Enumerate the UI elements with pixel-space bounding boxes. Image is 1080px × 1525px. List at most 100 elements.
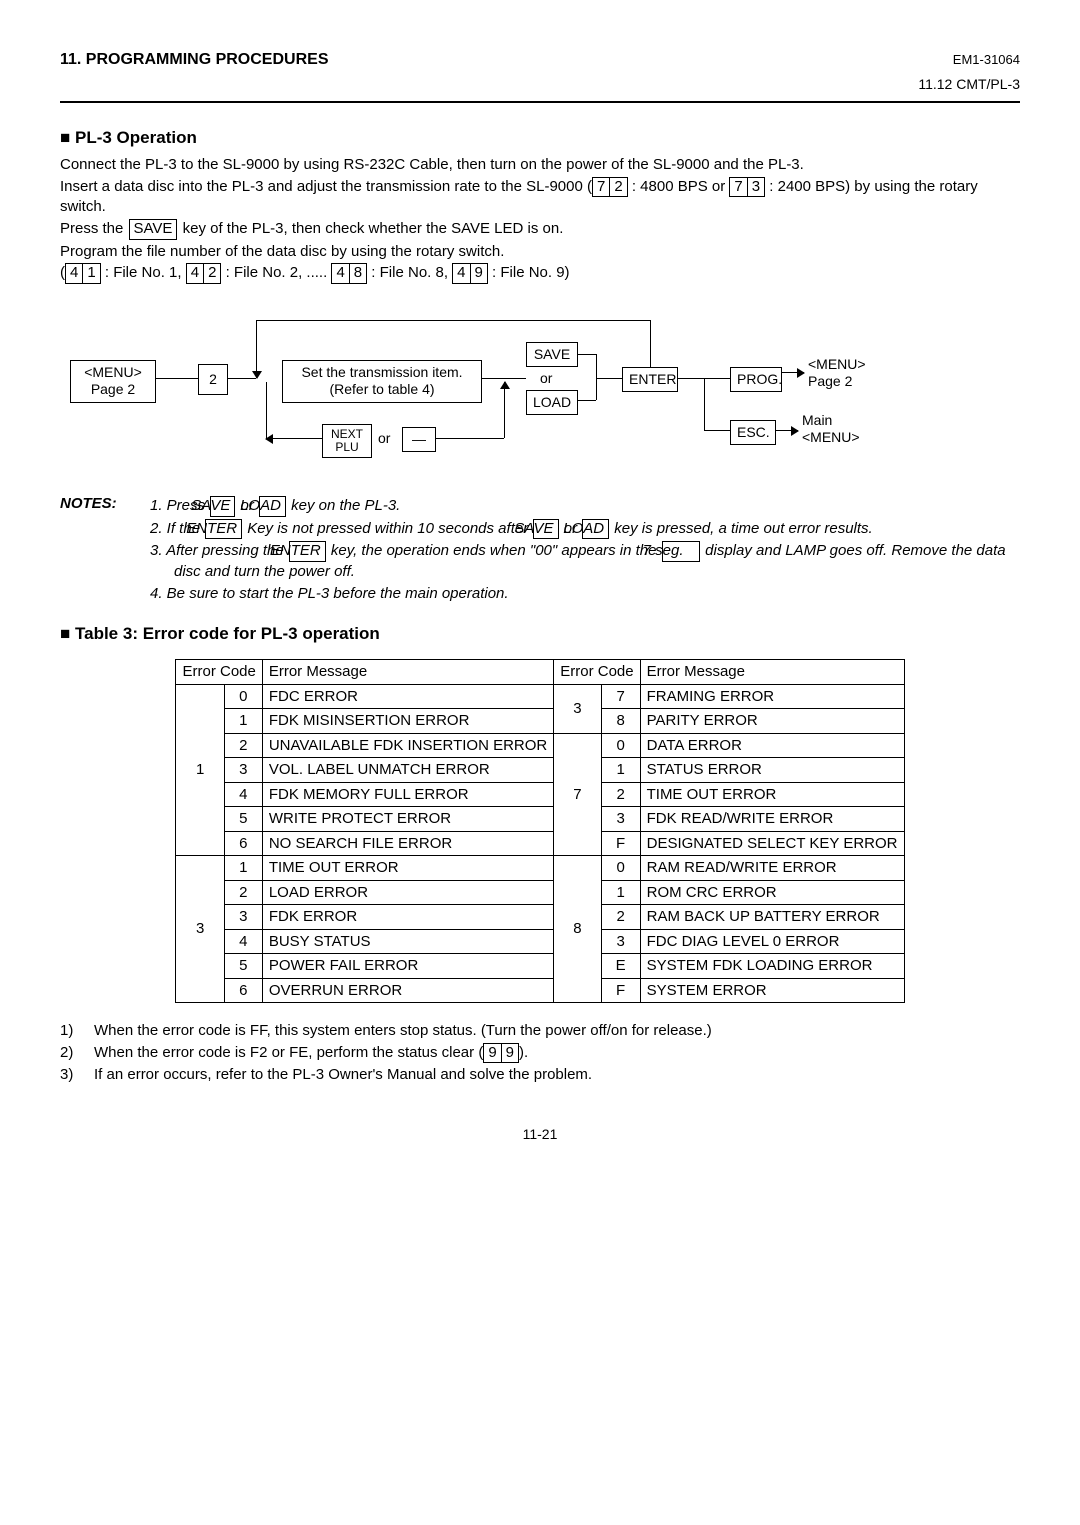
key-save-note2: SAVE [533,519,558,540]
cell-sub: 2 [601,782,640,807]
table-row: 4BUSY STATUS3FDC DIAG LEVEL 0 ERROR [176,929,904,954]
foot-3: 3) If an error occurs, refer to the PL-3… [60,1065,1020,1085]
cell-msg: RAM READ/WRITE ERROR [640,856,904,881]
cell-sub: 3 [601,929,640,954]
cell-group: 8 [554,856,601,1003]
cell-sub: 3 [224,905,262,930]
cell-msg: FRAMING ERROR [640,684,904,709]
key-4-8: 48 [331,263,367,284]
cell-sub: E [601,954,640,979]
cell-sub: 2 [224,733,262,758]
para-2: Insert a data disc into the PL-3 and adj… [60,177,1020,217]
cell-sub: 8 [601,709,640,734]
table-header: Error Code Error Message Error Code Erro… [176,660,904,685]
cell-sub: 3 [601,807,640,832]
key-7-3: 73 [729,177,765,198]
cell-sub: F [601,831,640,856]
cell-msg: FDK ERROR [262,905,553,930]
cell-msg: SYSTEM FDK LOADING ERROR [640,954,904,979]
cell-sub: 1 [224,856,262,881]
cell-msg: OVERRUN ERROR [262,978,553,1003]
table-row: 2LOAD ERROR1ROM CRC ERROR [176,880,904,905]
cell-sub: 2 [601,905,640,930]
cell-sub: 4 [224,782,262,807]
box-set-item: Set the transmission item.(Refer to tabl… [282,360,482,403]
cell-msg: UNAVAILABLE FDK INSERTION ERROR [262,733,553,758]
key-7seg: 7 seg. [662,541,700,562]
cell-group: 7 [554,733,601,856]
label-menu-p2-right: <MENU>Page 2 [808,356,866,391]
p2b: : 4800 BPS or [628,178,730,195]
table-row: 5POWER FAIL ERRORESYSTEM FDK LOADING ERR… [176,954,904,979]
key-4-9: 49 [452,263,488,284]
flow-diagram: <MENU>Page 2 2 Set the transmission item… [60,302,1020,482]
cell-sub: 5 [224,807,262,832]
cell-sub: 2 [224,880,262,905]
notes-block: NOTES: 1. Press SAVE or LOAD key on the … [60,494,1020,605]
cell-msg: FDC ERROR [262,684,553,709]
cell-msg: DESIGNATED SELECT KEY ERROR [640,831,904,856]
cell-sub: 1 [601,758,640,783]
para-4: Program the file number of the data disc… [60,242,1020,262]
error-table: Error Code Error Message Error Code Erro… [175,659,904,1003]
cell-msg: FDC DIAG LEVEL 0 ERROR [640,929,904,954]
table-row: 6NO SEARCH FILE ERRORFDESIGNATED SELECT … [176,831,904,856]
key-enter-note3: ENTER [289,541,326,562]
p2a: Insert a data disc into the PL-3 and adj… [60,178,592,195]
cell-sub: F [601,978,640,1003]
cell-sub: 7 [601,684,640,709]
key-4-2: 42 [186,263,222,284]
note-3: 3. After pressing the ENTER key, the ope… [150,541,1020,581]
cell-msg: LOAD ERROR [262,880,553,905]
header-rule [60,101,1020,103]
header-docno: EM1-31064 [953,52,1020,69]
cell-sub: 0 [601,733,640,758]
header-section: 11. PROGRAMMING PROCEDURES [60,50,328,71]
cell-sub: 6 [224,978,262,1003]
cell-msg: TIME OUT ERROR [640,782,904,807]
key-load-note2: LOAD [582,519,609,540]
box-2: 2 [198,364,228,396]
cell-msg: POWER FAIL ERROR [262,954,553,979]
box-next-plu: NEXTPLU [322,424,372,458]
cell-msg: SYSTEM ERROR [640,978,904,1003]
header-sub: 11.12 CMT/PL-3 [60,75,1020,93]
key-7-2: 72 [592,177,628,198]
key-save: SAVE [129,219,178,240]
label-or-2: or [378,430,390,448]
table-row: 6OVERRUN ERROR FSYSTEM ERROR [176,978,904,1003]
cell-msg: FDK READ/WRITE ERROR [640,807,904,832]
p3b: key of the PL-3, then check whether the … [178,220,563,237]
cell-sub: 6 [224,831,262,856]
key-save-note: SAVE [210,496,235,517]
table-row: 4FDK MEMORY FULL ERROR2TIME OUT ERROR [176,782,904,807]
box-esc: ESC. [730,420,776,446]
note-2: 2. If the ENTER Key is not pressed withi… [150,519,1020,540]
cell-sub: 3 [224,758,262,783]
table-row: 3VOL. LABEL UNMATCH ERROR1STATUS ERROR [176,758,904,783]
label-or-1: or [540,370,552,388]
box-save: SAVE [526,342,578,368]
cell-msg: BUSY STATUS [262,929,553,954]
hdr-msg-left: Error Message [262,660,553,685]
cell-msg: WRITE PROTECT ERROR [262,807,553,832]
notes-label: NOTES: [60,494,150,605]
cell-msg: VOL. LABEL UNMATCH ERROR [262,758,553,783]
hdr-msg-right: Error Message [640,660,904,685]
table-row: 1FDK MISINSERTION ERROR 8PARITY ERROR [176,709,904,734]
cell-group: 3 [554,684,601,733]
box-menu-p2-left: <MENU>Page 2 [70,360,156,403]
note-4: 4. Be sure to start the PL-3 before the … [150,584,1020,604]
cell-msg: TIME OUT ERROR [262,856,553,881]
box-enter: ENTER [622,367,678,393]
foot-2: 2) When the error code is F2 or FE, perf… [60,1043,1020,1064]
cell-sub: 1 [224,709,262,734]
p3a: Press the [60,220,128,237]
cell-msg: RAM BACK UP BATTERY ERROR [640,905,904,930]
cell-msg: PARITY ERROR [640,709,904,734]
key-enter-note: ENTER [205,519,242,540]
box-dash: — [402,427,436,453]
cell-msg: FDK MISINSERTION ERROR [262,709,553,734]
key-4-1: 41 [65,263,101,284]
cell-sub: 0 [601,856,640,881]
